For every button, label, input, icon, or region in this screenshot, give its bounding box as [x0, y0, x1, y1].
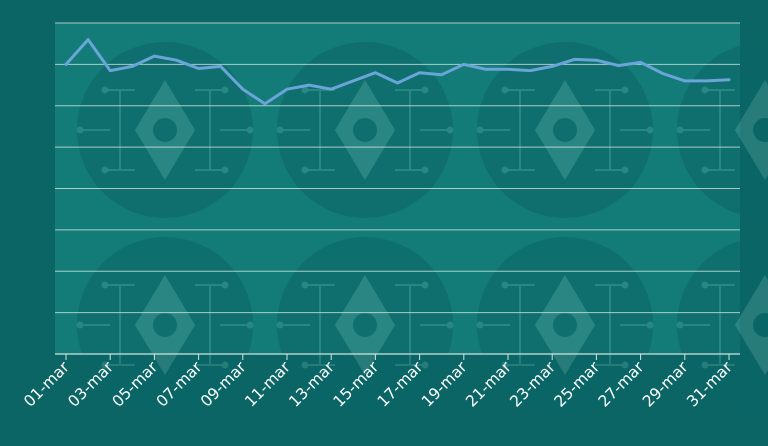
watermark-node: [702, 282, 709, 289]
watermark-diamond-core: [353, 118, 377, 142]
watermark-node: [702, 362, 709, 369]
watermark-node: [277, 322, 284, 329]
watermark-node: [477, 322, 484, 329]
watermark-node: [502, 167, 509, 174]
watermark-node: [622, 87, 629, 94]
watermark-node: [102, 282, 109, 289]
watermark-node: [422, 282, 429, 289]
watermark-node: [102, 87, 109, 94]
watermark-node: [702, 87, 709, 94]
watermark-node: [77, 127, 84, 134]
watermark-logo: [77, 42, 254, 218]
watermark-node: [622, 167, 629, 174]
watermark-logo: [277, 42, 454, 218]
watermark-diamond-core: [553, 118, 577, 142]
watermark-node: [222, 87, 229, 94]
watermark-node: [277, 127, 284, 134]
watermark-node: [502, 282, 509, 289]
watermark-node: [622, 282, 629, 289]
watermark-node: [477, 127, 484, 134]
watermark-node: [222, 282, 229, 289]
watermark-diamond-core: [153, 313, 177, 337]
watermark-node: [647, 322, 654, 329]
watermark-node: [222, 167, 229, 174]
watermark-node: [247, 322, 254, 329]
watermark-node: [422, 167, 429, 174]
watermark-node: [77, 322, 84, 329]
watermark-node: [647, 127, 654, 134]
watermark-node: [102, 167, 109, 174]
watermark-node: [302, 362, 309, 369]
watermark-node: [447, 322, 454, 329]
watermark-node: [247, 127, 254, 134]
watermark-node: [702, 167, 709, 174]
watermark-node: [677, 322, 684, 329]
watermark-node: [502, 87, 509, 94]
watermark-node: [302, 282, 309, 289]
watermark-diamond-core: [153, 118, 177, 142]
watermark-diamond-core: [353, 313, 377, 337]
watermark-diamond-core: [553, 313, 577, 337]
watermark-node: [422, 87, 429, 94]
watermark-node: [302, 167, 309, 174]
watermark-node: [447, 127, 454, 134]
watermark-node: [677, 127, 684, 134]
